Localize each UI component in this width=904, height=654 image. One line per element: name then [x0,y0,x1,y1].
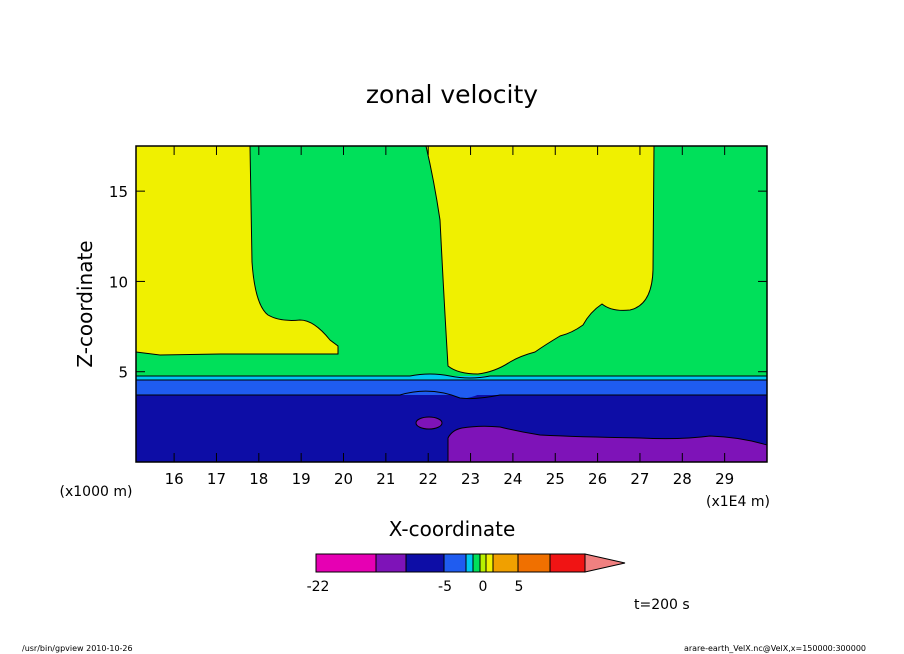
x-tick-label: 21 [376,470,395,488]
y-tick-label: 15 [109,183,128,201]
x-tick-label: 18 [249,470,268,488]
region-near-zero-bulge [400,374,500,380]
colorbar-tick-label: -5 [438,579,452,595]
region-weak-negative-bulge [400,380,500,399]
x-tick-label: 17 [207,470,226,488]
x-axis: 16 17 18 19 20 21 22 23 24 25 26 27 28 29 [165,146,734,488]
colorbar-swatch [492,553,519,573]
plot-frame [135,145,768,463]
colorbar-swatch [375,553,407,573]
time-annotation: t=200 s [634,597,690,613]
x-tick-label: 27 [630,470,649,488]
y-axis-label: Z-coordinate [73,240,97,367]
x-tick-label: 23 [461,470,480,488]
footer-left: /usr/bin/gpview 2010-10-26 [22,644,133,653]
x-scale-label: (x1E4 m) [706,494,770,510]
colorbar-swatch [549,553,586,573]
colorbar-swatch [443,553,467,573]
region-deep-negative [448,426,767,462]
colorbar-extend-arrow [584,553,626,573]
colorbar-swatch [465,553,474,573]
region-deep-negative-cell [416,417,442,429]
colorbar [315,553,626,573]
y-axis: 5 10 15 [109,183,767,382]
colorbar-tick-label: 5 [515,579,524,595]
colorbar-swatch [472,553,481,573]
x-tick-label: 19 [292,470,311,488]
plot-area [136,146,767,462]
colorbar-swatch [479,553,487,573]
x-tick-label: 24 [503,470,522,488]
region-positive-left [136,146,338,355]
colorbar-swatch [315,553,377,573]
x-tick-label: 20 [334,470,353,488]
chart-title: zonal velocity [366,80,538,109]
x-tick-label: 29 [715,470,734,488]
colorbar-swatch [517,553,551,573]
region-positive-center [426,146,654,374]
x-tick-label: 26 [588,470,607,488]
x-tick-label: 25 [546,470,565,488]
x-unit-label: (x1000 m) [60,484,133,500]
colorbar-tick-label: 0 [479,579,488,595]
y-tick-label: 5 [118,364,128,382]
y-tick-label: 10 [109,273,128,291]
x-axis-label: X-coordinate [389,517,516,541]
colorbar-swatch [485,553,494,573]
x-tick-label: 16 [165,470,184,488]
colorbar-tick-label: -22 [307,579,330,595]
x-tick-label: 22 [419,470,438,488]
colorbar-tick-labels: -22 -5 0 5 [307,579,524,595]
colorbar-swatch [405,553,445,573]
contour-lines [136,146,767,462]
x-tick-label: 28 [673,470,692,488]
footer-right: arare-earth_VelX.nc@VelX,x=150000:300000 [684,644,866,653]
